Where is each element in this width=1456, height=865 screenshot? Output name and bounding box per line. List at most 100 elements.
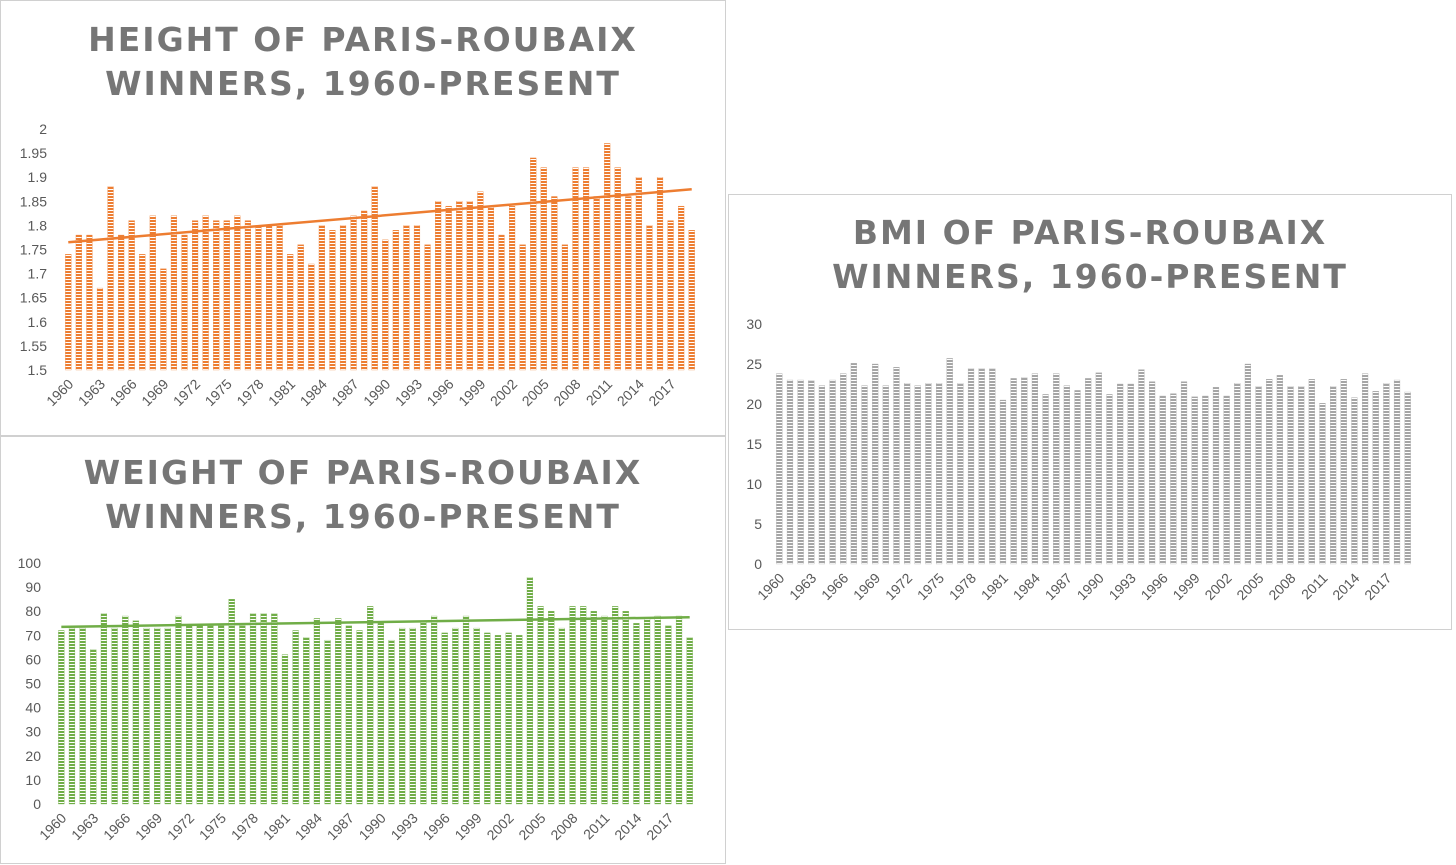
bmi-bar-1991 — [1106, 394, 1113, 565]
height-xtick-label: 1972 — [170, 376, 203, 409]
height-bar-1992 — [403, 225, 410, 371]
bmi-bar-2018 — [1393, 379, 1401, 565]
height-ytick-label: 1.6 — [28, 314, 48, 330]
bmi-bar-1979 — [978, 368, 985, 565]
bmi-bar-1978 — [967, 368, 975, 565]
bmi-bar-1992 — [1117, 383, 1124, 565]
weight-ytick-label: 100 — [18, 555, 42, 571]
weight-bar-1988 — [356, 630, 363, 805]
weight-bar-1970 — [164, 627, 171, 805]
bmi-bar-1974 — [925, 383, 932, 565]
bmi-bar-1971 — [893, 367, 900, 565]
weight-xtick-label: 1975 — [196, 810, 229, 843]
height-bar-1965 — [118, 234, 125, 371]
weight-xtick-label: 1996 — [420, 810, 453, 843]
height-bar-1967 — [139, 254, 146, 371]
weight-ytick-label: 90 — [25, 579, 41, 595]
height-bar-1972 — [192, 220, 199, 371]
height-bar-1969 — [160, 268, 167, 371]
bmi-bar-1961 — [786, 379, 794, 565]
weight-bar-2006 — [548, 611, 555, 805]
weight-title-line2: WINNERS, 1960-PRESENT — [105, 497, 621, 536]
bmi-bar-1985 — [1042, 394, 1049, 565]
weight-bar-1968 — [143, 627, 150, 805]
height-bar-2001 — [498, 234, 505, 371]
height-bar-1975 — [223, 220, 230, 371]
height-bar-1999 — [477, 191, 484, 371]
bmi-xtick-label: 1984 — [1010, 570, 1043, 603]
height-bar-2002 — [509, 205, 516, 371]
bmi-bar-2019 — [1404, 391, 1411, 565]
weight-bar-2004 — [526, 577, 534, 805]
weight-xtick-label: 1963 — [68, 810, 101, 843]
height-bar-1988 — [361, 210, 368, 371]
height-bar-1998 — [466, 201, 473, 371]
bmi-bar-2006 — [1266, 379, 1273, 565]
bmi-bar-2011 — [1319, 403, 1326, 565]
bmi-bar-1977 — [957, 383, 964, 565]
weight-chart-title: WEIGHT OF PARIS-ROUBAIX WINNERS, 1960-PR… — [1, 451, 725, 539]
bmi-bar-1993 — [1127, 383, 1134, 565]
weight-bar-1966 — [122, 615, 129, 805]
height-xtick-label: 1993 — [392, 376, 425, 409]
weight-xtick-label: 1987 — [324, 810, 357, 843]
height-bar-1964 — [107, 186, 114, 371]
bmi-chart: BMI OF PARIS-ROUBAIX WINNERS, 1960-PRESE… — [728, 194, 1452, 630]
weight-bar-1971 — [175, 615, 182, 805]
weight-xtick-label: 2005 — [515, 810, 548, 843]
weight-bar-2007 — [558, 627, 565, 805]
height-bar-1974 — [213, 220, 220, 371]
weight-bar-2011 — [601, 615, 608, 805]
weight-bar-2009 — [580, 606, 587, 805]
height-bar-1985 — [329, 230, 336, 371]
weight-bar-2019 — [686, 637, 693, 805]
bmi-bar-1983 — [1021, 377, 1028, 565]
height-xtick-label: 1996 — [423, 376, 456, 409]
weight-xtick-label: 2002 — [483, 810, 516, 843]
height-bar-2019 — [688, 230, 695, 371]
weight-chart: WEIGHT OF PARIS-ROUBAIX WINNERS, 1960-PR… — [0, 436, 726, 864]
weight-bar-1985 — [324, 639, 331, 805]
height-xtick-label: 2014 — [614, 376, 647, 409]
height-bar-1993 — [413, 225, 421, 371]
bmi-bar-1980 — [989, 368, 996, 565]
height-xtick-label: 2002 — [487, 376, 520, 409]
bmi-bar-1972 — [904, 383, 911, 565]
height-bar-1960 — [65, 254, 72, 371]
height-bar-1983 — [308, 263, 315, 371]
height-bar-1982 — [297, 244, 304, 371]
weight-bar-2012 — [612, 606, 619, 805]
height-bar-1994 — [424, 244, 431, 371]
bmi-bar-1996 — [1159, 395, 1166, 565]
height-bar-1976 — [234, 215, 241, 371]
height-xtick-label: 2011 — [583, 376, 616, 409]
bmi-xtick-label: 1963 — [786, 570, 819, 603]
height-bar-1978 — [255, 225, 262, 371]
weight-ytick-label: 80 — [25, 603, 41, 619]
height-bar-2011 — [604, 143, 611, 371]
weight-bar-1978 — [249, 613, 257, 805]
height-bar-1973 — [202, 215, 209, 371]
bmi-bar-1997 — [1170, 393, 1177, 565]
bmi-ytick-label: 30 — [746, 316, 762, 332]
height-bar-1977 — [244, 220, 251, 371]
bmi-xtick-label: 1972 — [882, 570, 915, 603]
bmi-bar-1990 — [1095, 372, 1102, 565]
height-xtick-label: 1969 — [138, 376, 171, 409]
height-bar-1970 — [170, 215, 178, 371]
bmi-bar-1973 — [914, 385, 921, 565]
bmi-bar-2001 — [1212, 387, 1220, 565]
bmi-xtick-label: 1999 — [1169, 570, 1202, 603]
height-ytick-label: 1.9 — [28, 169, 48, 185]
weight-bar-1976 — [228, 598, 235, 805]
bmi-ytick-label: 25 — [746, 356, 762, 372]
weight-bar-1986 — [335, 618, 342, 805]
weight-xtick-label: 2017 — [643, 810, 676, 843]
weight-xtick-label: 1984 — [292, 810, 325, 843]
weight-bar-1999 — [473, 627, 480, 805]
height-xtick-label: 1960 — [43, 376, 76, 409]
weight-bar-2001 — [494, 635, 502, 805]
height-bar-2008 — [572, 167, 579, 371]
bmi-bar-2002 — [1223, 395, 1230, 565]
weight-bar-2018 — [675, 615, 683, 805]
